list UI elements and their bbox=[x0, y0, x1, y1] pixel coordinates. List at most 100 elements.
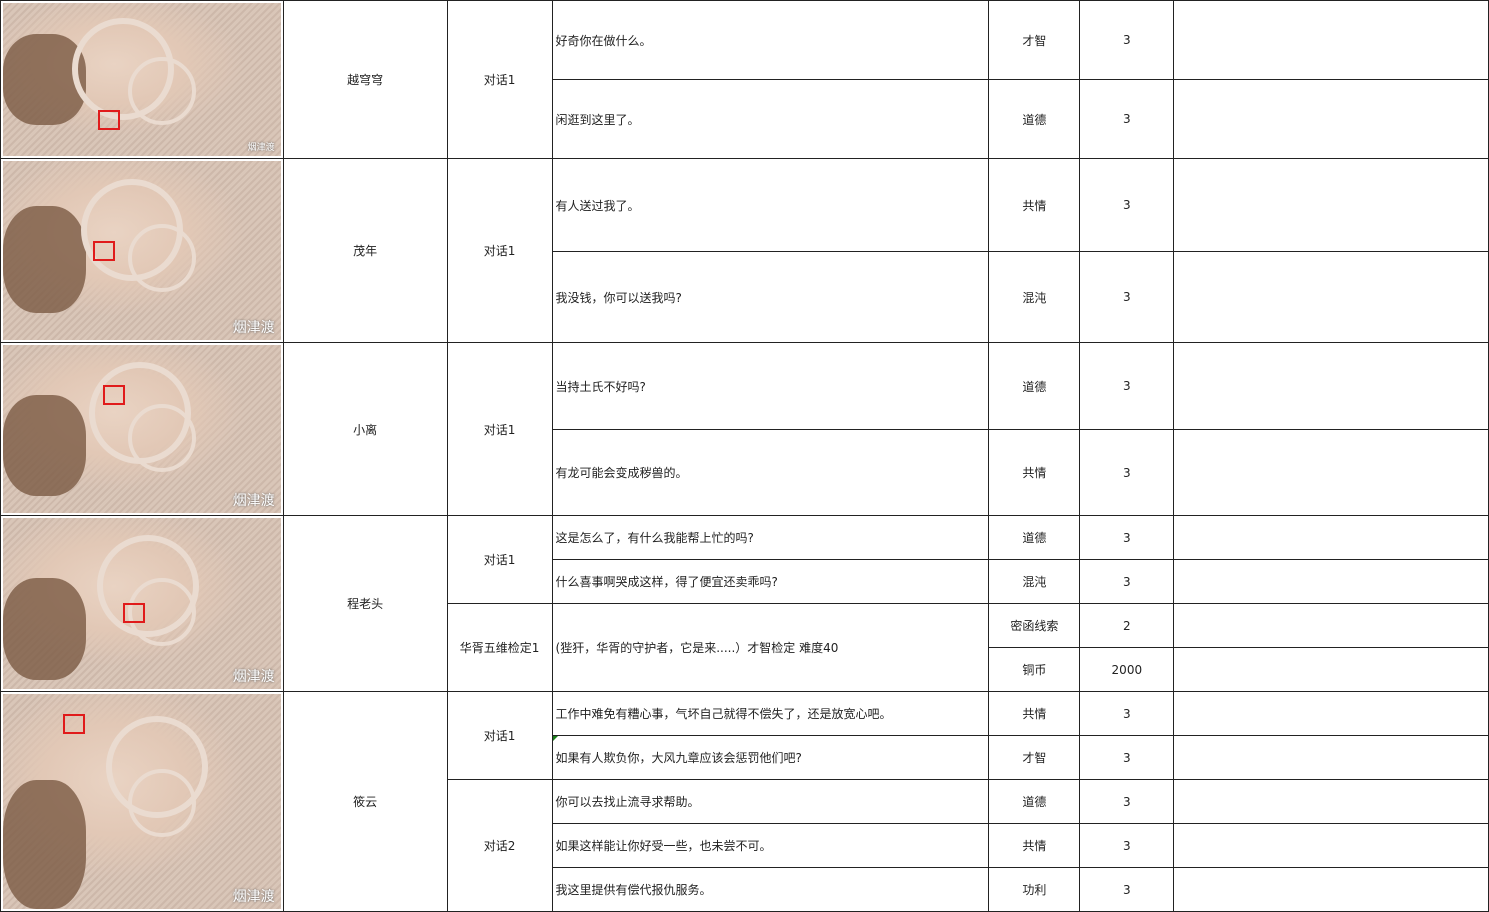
dialog-type-cell[interactable]: 对话1 bbox=[446, 515, 553, 604]
empty-cell[interactable] bbox=[1173, 735, 1489, 780]
dialog-text-cell[interactable]: (狴犴，华胥的守护者，它是来.....）才智检定 难度40 bbox=[551, 603, 990, 692]
value-cell[interactable]: 3 bbox=[1079, 559, 1175, 604]
value-cell[interactable]: 3 bbox=[1079, 158, 1175, 252]
value-cell[interactable]: 3 bbox=[1079, 251, 1175, 343]
dialog-text-cell[interactable]: 闲逛到这里了。 bbox=[551, 79, 990, 159]
empty-cell[interactable] bbox=[1173, 647, 1489, 692]
map-region-label: 烟津渡 bbox=[232, 320, 275, 336]
dialog-text-cell[interactable]: 有人送过我了。 bbox=[551, 158, 990, 252]
dialog-text-cell[interactable]: 这是怎么了，有什么我能帮上忙的吗? bbox=[551, 515, 990, 560]
empty-cell[interactable] bbox=[1173, 429, 1489, 516]
value-cell[interactable]: 3 bbox=[1079, 779, 1175, 824]
table-row: 对话2 你可以去找止流寻求帮助。 道德 3 bbox=[1, 779, 1489, 912]
attribute-cell[interactable]: 共情 bbox=[988, 158, 1081, 252]
empty-cell[interactable] bbox=[1173, 342, 1489, 430]
comment-indicator-icon bbox=[553, 736, 558, 741]
empty-cell[interactable] bbox=[1173, 779, 1489, 824]
dialog-text-cell[interactable]: 你可以去找止流寻求帮助。 bbox=[551, 779, 990, 824]
dialog-type-cell[interactable]: 对话2 bbox=[446, 779, 553, 912]
table-row: 烟津渡 程老头 对话1 这是怎么了，有什么我能帮上忙的吗? 道德 3 bbox=[0, 515, 1489, 692]
empty-cell[interactable] bbox=[1173, 79, 1489, 159]
value-cell[interactable]: 3 bbox=[1079, 429, 1175, 516]
dialog-type-cell[interactable]: 对话1 bbox=[446, 158, 553, 343]
dialog-text-cell[interactable]: 我这里提供有偿代报仇服务。 bbox=[551, 867, 990, 912]
value-cell[interactable]: 3 bbox=[1079, 735, 1175, 780]
attribute-cell[interactable]: 道德 bbox=[988, 79, 1081, 159]
dialog-text: 这是怎么了，有什么我能帮上忙的吗? bbox=[555, 531, 754, 545]
attribute-cell[interactable]: 才智 bbox=[988, 0, 1081, 80]
value-cell[interactable]: 3 bbox=[1079, 342, 1175, 430]
dialog-type-cell[interactable]: 对话1 bbox=[446, 342, 553, 516]
empty-cell[interactable] bbox=[1173, 515, 1489, 560]
dialog-text: 你可以去找止流寻求帮助。 bbox=[555, 795, 700, 809]
empty-cell[interactable] bbox=[1173, 158, 1489, 252]
dialog-type-cell[interactable]: 对话1 bbox=[446, 691, 553, 780]
attribute-cell[interactable]: 共情 bbox=[988, 691, 1081, 736]
npc-name-cell[interactable]: 筱云 bbox=[282, 691, 448, 912]
value-cell[interactable]: 3 bbox=[1079, 691, 1175, 736]
dialog-text-cell[interactable]: 什么喜事啊哭成这样，得了便宜还卖乖吗? bbox=[551, 559, 990, 604]
table-row: 我没钱，你可以送我吗? 混沌 3 bbox=[1, 251, 1489, 343]
dialog-text: 闲逛到这里了。 bbox=[555, 112, 640, 127]
dialog-text-cell[interactable]: 如果这样能让你好受一些，也未尝不可。 bbox=[551, 823, 990, 868]
dialog-text-cell[interactable]: 我没钱，你可以送我吗? bbox=[551, 251, 990, 343]
map-thumbnail-cell[interactable]: 烟津渡 bbox=[0, 0, 284, 159]
location-marker bbox=[98, 110, 120, 130]
dialog-text: 我没钱，你可以送我吗? bbox=[555, 290, 682, 305]
location-marker bbox=[63, 714, 85, 734]
empty-cell[interactable] bbox=[1173, 559, 1489, 604]
empty-cell[interactable] bbox=[1173, 603, 1489, 648]
empty-cell[interactable] bbox=[1173, 251, 1489, 343]
map-thumbnail-cell[interactable]: 烟津渡 bbox=[0, 342, 284, 516]
map-thumbnail-cell[interactable]: 烟津渡 bbox=[0, 691, 284, 912]
attribute-cell[interactable]: 混沌 bbox=[988, 251, 1081, 343]
dialog-text: 如果有人欺负你，大风九章应该会惩罚他们吧? bbox=[555, 751, 802, 765]
table-row: 烟津渡 小离 对话1 当持土氏不好吗? 道德 3 bbox=[0, 342, 1489, 516]
npc-name-cell[interactable]: 越穹穹 bbox=[282, 0, 448, 159]
map-region-label: 烟津渡 bbox=[232, 669, 275, 685]
map-thumbnail-cell[interactable]: 烟津渡 bbox=[0, 158, 284, 343]
dialog-text-cell[interactable]: 如果有人欺负你，大风九章应该会惩罚他们吧? bbox=[551, 735, 990, 780]
dialog-type-cell[interactable]: 华胥五维检定1 bbox=[446, 603, 553, 692]
empty-cell[interactable] bbox=[1173, 823, 1489, 868]
dialog-text-cell[interactable]: 好奇你在做什么。 bbox=[551, 0, 990, 80]
dialog-text-cell[interactable]: 工作中难免有糟心事，气坏自己就得不偿失了，还是放宽心吧。 bbox=[551, 691, 990, 736]
attribute-cell[interactable]: 功利 bbox=[988, 867, 1081, 912]
value-cell[interactable]: 2 bbox=[1079, 603, 1175, 648]
map-image: 烟津渡 bbox=[3, 345, 281, 513]
value-cell[interactable]: 3 bbox=[1079, 823, 1175, 868]
dialog-text-cell[interactable]: 当持土氏不好吗? bbox=[551, 342, 990, 430]
empty-cell[interactable] bbox=[1173, 0, 1489, 80]
table-row: 如果有人欺负你，大风九章应该会惩罚他们吧? 才智 3 bbox=[1, 735, 1489, 780]
attribute-cell[interactable]: 共情 bbox=[988, 429, 1081, 516]
attribute-cell[interactable]: 道德 bbox=[988, 342, 1081, 430]
dialog-type-cell[interactable]: 对话1 bbox=[446, 0, 553, 159]
value-cell[interactable]: 3 bbox=[1079, 0, 1175, 80]
map-region-label: 烟津渡 bbox=[232, 889, 275, 905]
dialog-text: 如果这样能让你好受一些，也未尝不可。 bbox=[555, 839, 772, 853]
attribute-cell[interactable]: 密函线索 bbox=[988, 603, 1081, 648]
map-region-label: 烟津渡 bbox=[232, 493, 275, 509]
dialog-text: 当持土氏不好吗? bbox=[555, 379, 646, 394]
attribute-cell[interactable]: 混沌 bbox=[988, 559, 1081, 604]
attribute-cell[interactable]: 道德 bbox=[988, 515, 1081, 560]
attribute-cell[interactable]: 铜币 bbox=[988, 647, 1081, 692]
empty-cell[interactable] bbox=[1173, 867, 1489, 912]
empty-cell[interactable] bbox=[1173, 691, 1489, 736]
value-cell[interactable]: 3 bbox=[1079, 515, 1175, 560]
map-image: 烟津渡 bbox=[3, 161, 281, 340]
attribute-cell[interactable]: 共情 bbox=[988, 823, 1081, 868]
npc-name-cell[interactable]: 程老头 bbox=[282, 515, 448, 692]
value-cell[interactable]: 2000 bbox=[1079, 647, 1175, 692]
npc-name-cell[interactable]: 小离 bbox=[282, 342, 448, 516]
table-row: 华胥五维检定1 (狴犴，华胥的守护者，它是来.....）才智检定 难度40 密函线索… bbox=[1, 603, 1489, 692]
attribute-cell[interactable]: 道德 bbox=[988, 779, 1081, 824]
map-thumbnail-cell[interactable]: 烟津渡 bbox=[0, 515, 284, 692]
npc-name-cell[interactable]: 茂年 bbox=[282, 158, 448, 343]
dialog-text: 什么喜事啊哭成这样，得了便宜还卖乖吗? bbox=[555, 575, 778, 589]
dialog-text-cell[interactable]: 有龙可能会变成秽兽的。 bbox=[551, 429, 990, 516]
value-cell[interactable]: 3 bbox=[1079, 79, 1175, 159]
map-region-label: 烟津渡 bbox=[247, 143, 275, 153]
value-cell[interactable]: 3 bbox=[1079, 867, 1175, 912]
attribute-cell[interactable]: 才智 bbox=[988, 735, 1081, 780]
